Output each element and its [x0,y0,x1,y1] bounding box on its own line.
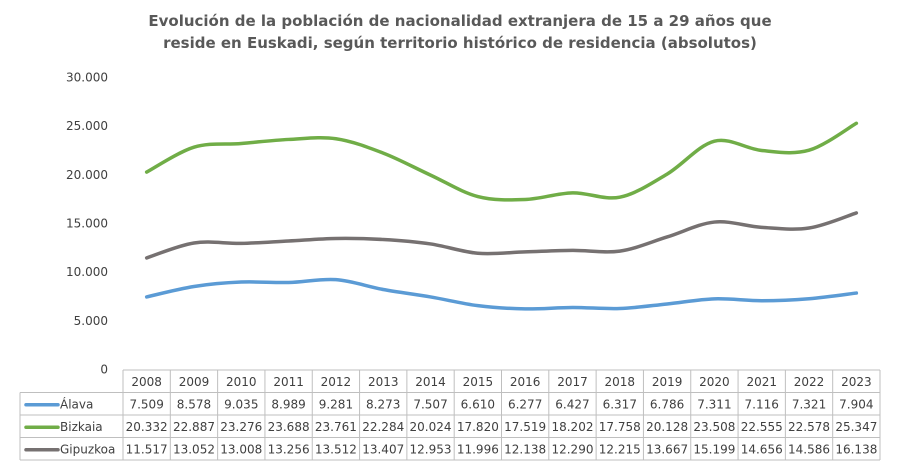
table-value: 14.656 [741,442,783,456]
table-value: 22.284 [362,420,404,434]
table-value: 6.427 [555,397,589,411]
table-value: 22.887 [173,420,215,434]
table-value: 20.024 [410,420,452,434]
x-tick-label: 2016 [510,375,541,389]
table-value: 13.407 [362,442,404,456]
x-tick-label: 2008 [131,375,162,389]
y-tick-label: 5.000 [74,314,108,328]
x-tick-label: 2021 [746,375,777,389]
x-tick-label: 2018 [605,375,636,389]
series-line [144,277,859,311]
table-value: 8.578 [177,397,211,411]
legend-label: Álava [60,396,93,411]
table-value: 13.667 [646,442,688,456]
table-value: 12.215 [599,442,641,456]
table-value: 12.953 [410,442,452,456]
table-value: 22.578 [788,420,830,434]
table-value: 7.321 [792,397,826,411]
table-value: 7.904 [839,397,873,411]
table-value: 17.519 [504,420,546,434]
table-value: 9.035 [224,397,258,411]
table-value: 6.786 [650,397,684,411]
table-value: 6.317 [603,397,637,411]
table-value: 11.517 [126,442,168,456]
y-tick-label: 20.000 [66,168,108,182]
table-value: 13.256 [268,442,310,456]
x-tick-label: 2023 [841,375,872,389]
table-value: 22.555 [741,420,783,434]
x-tick-label: 2010 [226,375,257,389]
table-value: 23.508 [693,420,735,434]
x-tick-label: 2015 [463,375,494,389]
y-tick-label: 0 [100,363,108,377]
table-value: 7.311 [697,397,731,411]
y-tick-label: 30.000 [66,71,108,85]
x-tick-label: 2020 [699,375,730,389]
table-value: 8.989 [271,397,305,411]
table-value: 11.996 [457,442,499,456]
legend-label: Bizkaia [60,420,103,434]
series-line [144,211,859,260]
table-value: 17.758 [599,420,641,434]
table-value: 7.116 [745,397,779,411]
table-value: 6.610 [461,397,495,411]
x-tick-label: 2012 [321,375,352,389]
table-value: 23.276 [220,420,262,434]
table-value: 13.052 [173,442,215,456]
table-value: 23.761 [315,420,357,434]
x-tick-label: 2019 [652,375,683,389]
y-tick-label: 10.000 [66,265,108,279]
series-line [144,121,859,202]
legend-label: Gipuzkoa [60,442,115,456]
x-tick-label: 2014 [415,375,446,389]
x-tick-label: 2017 [557,375,588,389]
table-value: 23.688 [268,420,310,434]
x-tick-label: 2022 [794,375,825,389]
table-value: 12.138 [504,442,546,456]
x-tick-label: 2011 [273,375,304,389]
table-value: 18.202 [551,420,593,434]
y-tick-label: 15.000 [66,217,108,231]
table-value: 13.008 [220,442,262,456]
table-value: 8.273 [366,397,400,411]
x-tick-label: 2013 [368,375,399,389]
table-value: 12.290 [551,442,593,456]
table-value: 7.509 [129,397,163,411]
table-value: 15.199 [693,442,735,456]
x-tick-label: 2009 [179,375,210,389]
table-value: 13.512 [315,442,357,456]
table-value: 7.507 [413,397,447,411]
table-value: 14.586 [788,442,830,456]
chart-title: Evolución de la población de nacionalida… [148,12,772,52]
table-value: 6.277 [508,397,542,411]
table-value: 9.281 [319,397,353,411]
table-value: 20.128 [646,420,688,434]
table-value: 16.138 [835,442,877,456]
y-tick-label: 25.000 [66,119,108,133]
table-value: 20.332 [126,420,168,434]
table-value: 25.347 [835,420,877,434]
table-value: 17.820 [457,420,499,434]
